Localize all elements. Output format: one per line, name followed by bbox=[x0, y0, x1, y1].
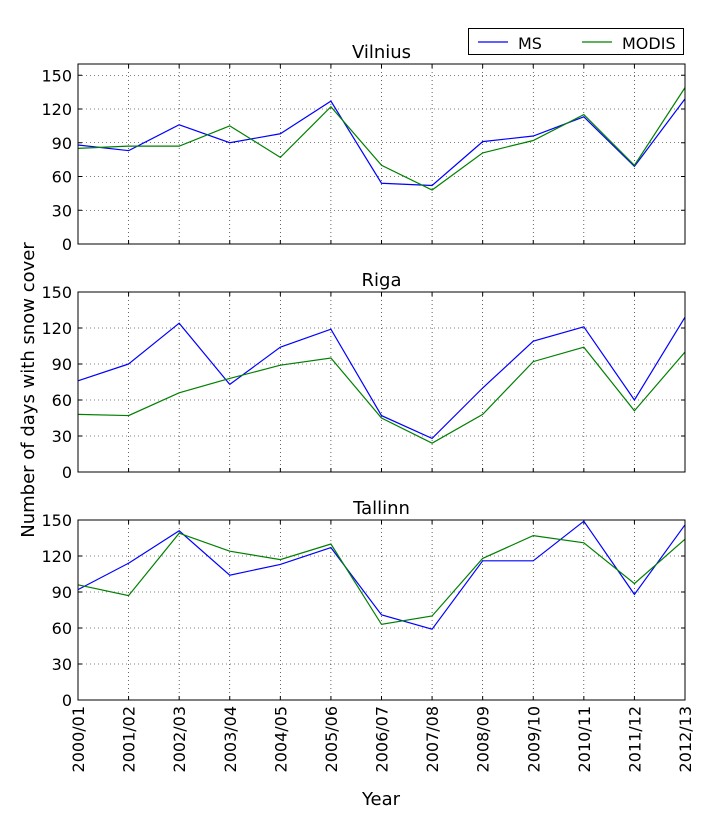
x-tick-label: 2003/04 bbox=[221, 706, 240, 772]
x-tick-label: 2008/09 bbox=[474, 706, 493, 772]
legend-ms-label: MS bbox=[518, 34, 542, 53]
y-tick-label: 90 bbox=[52, 583, 72, 602]
y-tick-label: 30 bbox=[52, 427, 72, 446]
axes-frame bbox=[77, 519, 686, 701]
x-axis-label: Year bbox=[361, 789, 401, 810]
x-tick-label: 2012/13 bbox=[676, 706, 695, 772]
x-tick-label: 2010/11 bbox=[575, 706, 594, 772]
y-tick-label: 30 bbox=[52, 201, 72, 220]
legend: MS MODIS bbox=[468, 28, 684, 55]
x-tick-label: 2001/02 bbox=[120, 706, 139, 772]
y-tick-label: 60 bbox=[52, 619, 72, 638]
panel-vilnius: 0 30 60 90 120 150 Vilnius bbox=[41, 42, 686, 254]
legend-modis-label: MODIS bbox=[622, 34, 676, 53]
y-tick-label: 120 bbox=[41, 547, 72, 566]
series-line-ms bbox=[77, 316, 686, 440]
y-tick-label: 0 bbox=[62, 235, 72, 254]
x-tick-label: 2006/07 bbox=[373, 706, 392, 772]
y-tick-label: 90 bbox=[52, 355, 72, 374]
axes-frame bbox=[77, 291, 686, 473]
x-tick-label: 2005/06 bbox=[322, 706, 341, 772]
panel-title: Vilnius bbox=[352, 42, 411, 63]
y-tick-label: 90 bbox=[52, 134, 72, 153]
x-tick-label: 2007/08 bbox=[423, 706, 442, 772]
x-tick-label: 2011/12 bbox=[625, 706, 644, 772]
panel-title: Tallinn bbox=[352, 498, 410, 519]
y-tick-label: 30 bbox=[52, 655, 72, 674]
y-tick-label: 120 bbox=[41, 100, 72, 119]
series-line-modis bbox=[77, 87, 686, 191]
series-line-modis bbox=[77, 532, 686, 626]
panel-tallinn: 0 30 60 90 120 150 Tallinn 2000/01 2001/02 2002/0… bbox=[41, 498, 695, 772]
y-tick-label: 60 bbox=[52, 391, 72, 410]
y-tick-label: 0 bbox=[62, 691, 72, 710]
y-tick-label: 60 bbox=[52, 168, 72, 187]
series-line-ms bbox=[77, 520, 686, 630]
panel-title: Riga bbox=[362, 270, 402, 291]
x-tick-label: 2002/03 bbox=[170, 706, 189, 772]
y-tick-label: 150 bbox=[41, 511, 72, 530]
x-tick-label: 2004/05 bbox=[271, 706, 290, 772]
series-line-modis bbox=[77, 346, 686, 444]
y-tick-label: 150 bbox=[41, 283, 72, 302]
y-tick-label: 120 bbox=[41, 319, 72, 338]
x-tick-label: 2000/01 bbox=[69, 706, 88, 772]
y-tick-label: 0 bbox=[62, 463, 72, 482]
y-tick-label: 150 bbox=[41, 66, 72, 85]
x-tick-label: 2009/10 bbox=[524, 706, 543, 772]
axes-frame bbox=[77, 63, 686, 245]
panel-riga: 0 30 60 90 120 150 Riga bbox=[41, 270, 686, 482]
series-line-ms bbox=[77, 98, 686, 187]
y-axis-label: Number of days with snow cover bbox=[18, 242, 39, 538]
